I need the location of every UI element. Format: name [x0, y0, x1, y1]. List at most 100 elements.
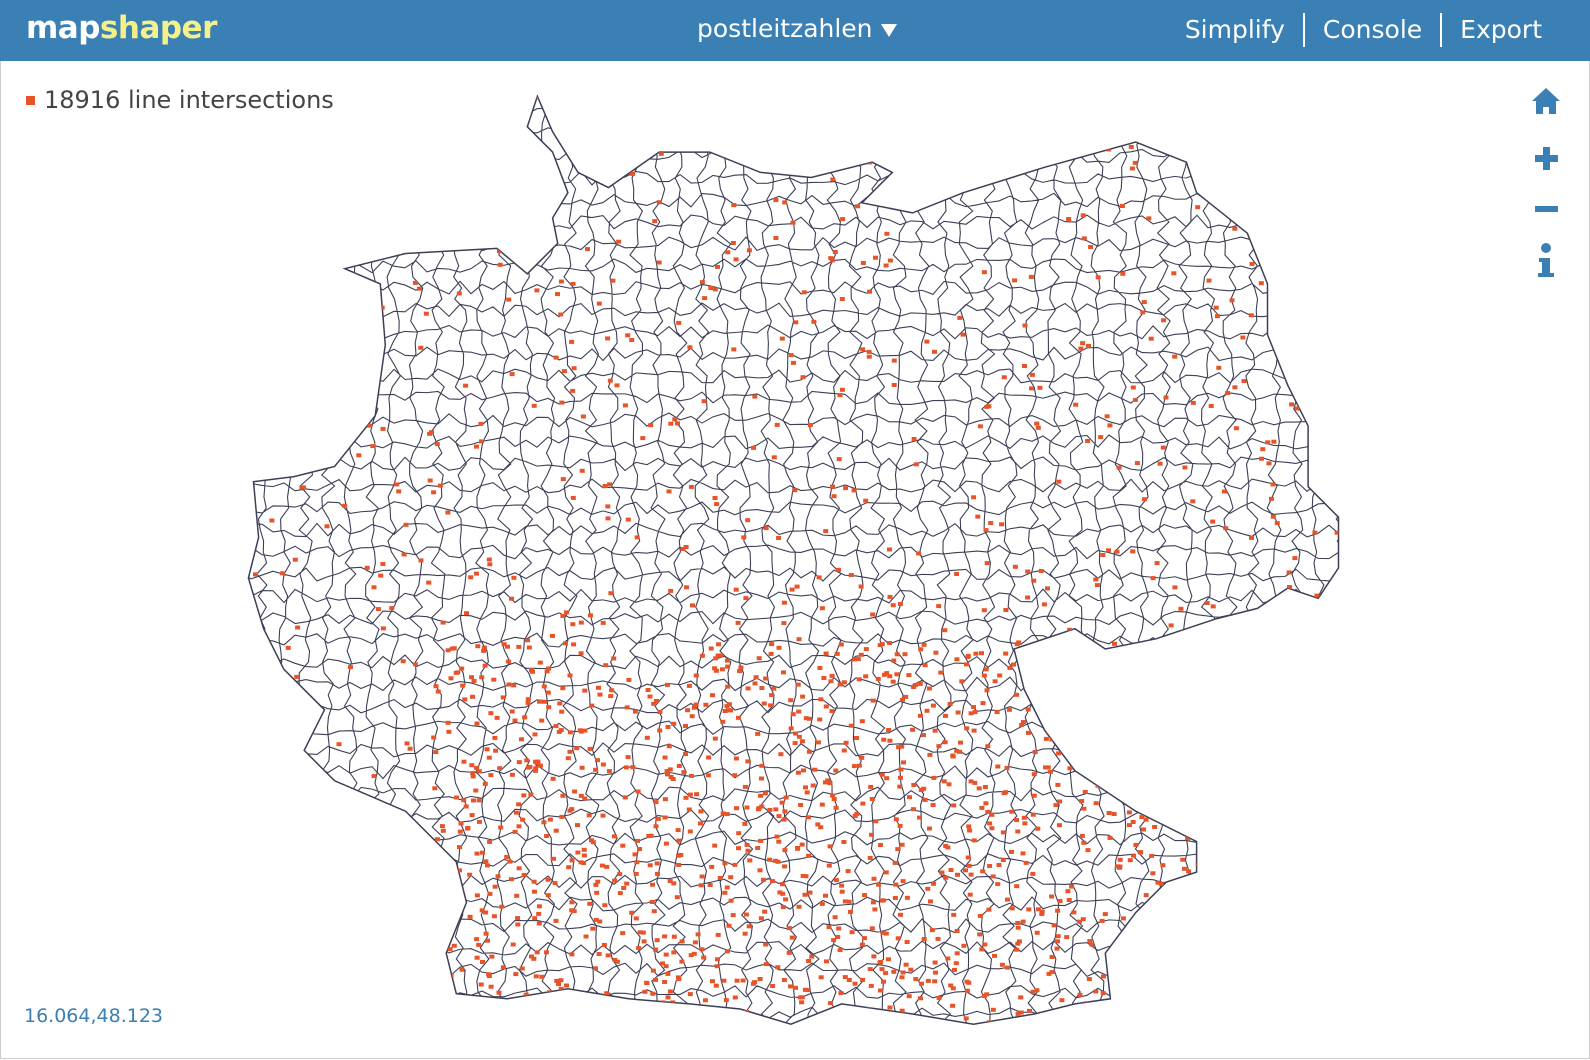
intersection-point: [1003, 608, 1009, 612]
intersection-point: [1214, 677, 1220, 682]
intersection-point: [771, 686, 777, 691]
intersection-point: [482, 663, 488, 668]
intersection-point: [458, 1008, 464, 1013]
intersection-point: [841, 748, 847, 753]
intersection-point: [342, 430, 348, 435]
intersection-point: [483, 859, 489, 864]
intersection-point: [1073, 402, 1079, 407]
intersection-point: [843, 740, 849, 745]
menu-item[interactable]: Simplify: [1184, 15, 1285, 44]
intersection-point: [569, 900, 575, 905]
intersection-point: [269, 703, 275, 708]
intersection-point: [724, 885, 730, 890]
intersection-point: [418, 558, 424, 563]
intersection-point: [320, 884, 326, 889]
intersection-point: [476, 942, 482, 947]
intersection-point: [1014, 692, 1019, 697]
intersection-point: [715, 653, 721, 658]
intersection-point: [1039, 912, 1045, 916]
intersection-point: [875, 676, 881, 681]
intersection-point: [1007, 665, 1013, 670]
intersection-point: [310, 774, 316, 779]
intersection-point: [893, 882, 899, 887]
intersection-point: [783, 795, 789, 800]
intersection-point: [347, 137, 353, 142]
intersection-point: [841, 680, 847, 685]
intersection-point: [979, 651, 984, 656]
intersection-point: [1280, 597, 1286, 602]
intersection-point: [761, 701, 767, 706]
intersection-point: [608, 591, 614, 596]
intersection-point: [1241, 379, 1247, 384]
coordinates: 16.064,48.123: [24, 1005, 164, 1027]
intersection-point: [957, 749, 963, 754]
intersection-point: [593, 966, 598, 971]
intersection-point: [732, 995, 738, 1000]
intersection-point: [1050, 681, 1056, 685]
intersection-point: [665, 971, 671, 976]
intersection-point: [437, 973, 442, 977]
intersection-point: [301, 485, 307, 490]
intersection-point: [336, 829, 342, 834]
intersection-point: [600, 620, 606, 625]
intersection-point: [1225, 391, 1231, 395]
intersection-point: [433, 750, 439, 755]
intersection-point: [663, 952, 669, 957]
intersection-point: [847, 1012, 853, 1017]
intersection-point: [264, 821, 270, 826]
intersection-point: [971, 838, 977, 843]
zoom-in-button[interactable]: [1535, 147, 1558, 170]
intersection-point: [1061, 687, 1067, 692]
intersection-point: [770, 879, 775, 884]
intersection-point: [852, 981, 858, 986]
intersection-point: [884, 776, 890, 781]
intersection-point: [1299, 369, 1305, 374]
intersection-point: [657, 728, 663, 733]
intersection-point: [1280, 976, 1285, 981]
intersection-point: [1249, 535, 1254, 540]
zoom-out-button[interactable]: [1535, 206, 1558, 212]
intersection-point: [1138, 654, 1144, 659]
intersection-point: [774, 422, 780, 427]
menu-item[interactable]: Export: [1440, 13, 1560, 47]
intersection-point: [715, 264, 720, 269]
intersection-point: [1145, 721, 1150, 726]
intersection-point: [938, 670, 944, 675]
intersection-point: [394, 482, 400, 487]
intersection-point: [1143, 929, 1149, 934]
menu-item[interactable]: Console: [1302, 13, 1440, 47]
intersection-point: [605, 953, 611, 958]
intersection-point: [807, 147, 813, 152]
home-button[interactable]: [1532, 88, 1560, 114]
intersection-point: [897, 784, 903, 789]
layer-menu[interactable]: postleitzahlen: [697, 14, 898, 43]
intersection-point: [292, 557, 298, 562]
intersection-point: [558, 312, 564, 317]
intersection-point: [1079, 799, 1085, 803]
intersection-point: [1055, 145, 1061, 150]
intersection-point: [742, 784, 748, 789]
info-button[interactable]: [1538, 243, 1554, 277]
intersection-point: [955, 872, 960, 877]
intersection-point: [1047, 143, 1053, 148]
intersection-point: [863, 647, 869, 652]
intersection-point: [546, 705, 552, 710]
intersection-point: [479, 675, 485, 680]
intersection-point: [738, 665, 744, 670]
intersection-point: [1078, 346, 1084, 351]
intersection-point: [684, 585, 689, 590]
intersection-point: [279, 371, 285, 376]
intersection-point: [1014, 818, 1020, 823]
intersection-point: [681, 770, 687, 775]
intersection-point: [1183, 966, 1188, 971]
intersection-point: [948, 868, 954, 872]
intersection-point: [445, 510, 451, 515]
intersection-point: [558, 279, 564, 284]
intersection-point: [779, 336, 785, 341]
intersection-point: [1065, 889, 1071, 894]
intersection-point: [590, 926, 596, 931]
intersection-point: [660, 961, 665, 966]
intersection-point: [963, 662, 969, 667]
intersection-point: [986, 907, 992, 912]
intersection-point: [985, 809, 991, 814]
